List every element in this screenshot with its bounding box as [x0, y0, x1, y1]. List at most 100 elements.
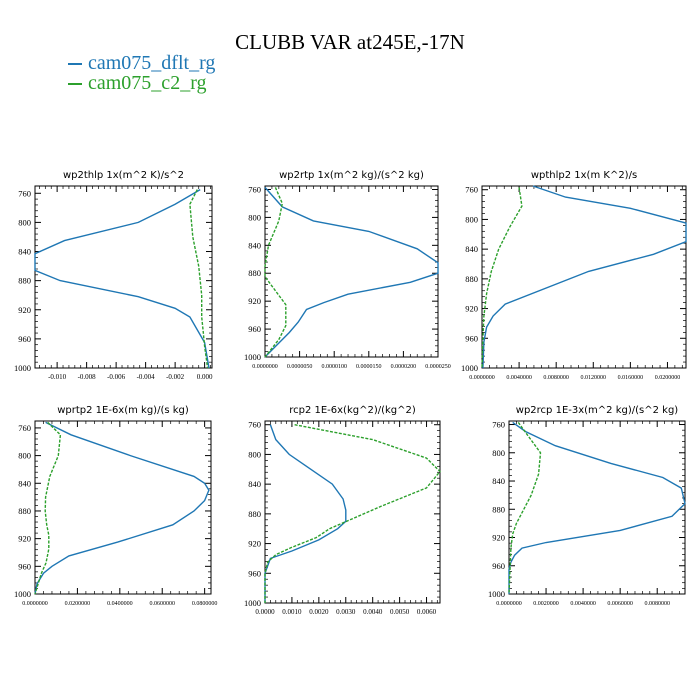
y-tick-label: 840 — [18, 478, 31, 488]
x-tick-label: 0.000 — [197, 373, 213, 381]
series-line-c2 — [508, 421, 542, 595]
y-tick-label: 1000 — [244, 352, 261, 362]
y-tick-label: 960 — [492, 561, 505, 571]
series-line-dflt — [34, 421, 210, 595]
subplot-title: wprtp2 1E-6x(m kg)/(s kg) — [57, 405, 189, 416]
subplot-4: wprtp2 1E-6x(m kg)/(s kg) 0.0000000 0.0200… — [14, 405, 217, 607]
series-line-dflt — [508, 421, 686, 594]
x-tick-label: -0.004 — [137, 373, 156, 381]
subplot-title: rcp2 1E-6x(kg^2)/(kg^2) — [289, 405, 416, 416]
subplot-title: wp2thlp 1x(m^2 K)/s^2 — [63, 170, 184, 181]
x-tick-label: 0.0000000 — [469, 375, 495, 381]
legend-swatch-c2 — [68, 83, 82, 86]
legend-swatch-dflt — [68, 63, 82, 66]
x-tick-label: 0.0400000 — [107, 601, 133, 607]
y-tick-label: 960 — [248, 568, 261, 578]
y-tick-label: 920 — [18, 534, 31, 544]
x-tick-label: -0.002 — [166, 373, 185, 381]
y-tick-label: 880 — [18, 276, 31, 286]
y-tick-label: 880 — [18, 506, 31, 516]
y-tick-label: 1000 — [488, 589, 505, 599]
y-tick-label: 760 — [18, 188, 31, 198]
x-tick-label: 0.0060 — [417, 608, 437, 616]
x-tick-label: 0.0060000 — [607, 601, 633, 607]
x-tick-label: 0.0000200 — [391, 364, 417, 370]
legend-item-dflt: cam075_dflt_rg — [68, 52, 215, 75]
y-tick-label: 800 — [248, 449, 261, 459]
y-tick-label: 880 — [465, 274, 478, 284]
y-tick-label: 760 — [248, 184, 261, 194]
subplot-1: wp2thlp 1x(m^2 K)/s^2 -0.010 -0.008 -0.006 -… — [14, 170, 213, 381]
series-line-dflt — [482, 185, 687, 369]
x-tick-label: 0.0000100 — [321, 364, 347, 370]
x-tick-label: 0.0020 — [309, 608, 329, 616]
y-tick-label: 840 — [18, 247, 31, 257]
y-tick-label: 840 — [248, 240, 261, 250]
plot-frame — [481, 185, 687, 369]
y-tick-label: 800 — [492, 448, 505, 458]
y-tick-label: 880 — [248, 268, 261, 278]
plot-frame — [508, 420, 686, 595]
y-tick-label: 760 — [465, 185, 478, 195]
x-tick-label: -0.010 — [48, 373, 67, 381]
series-line-c2 — [481, 187, 523, 369]
x-tick-label: 0.0080000 — [543, 375, 569, 381]
series-line-dflt — [34, 188, 210, 369]
series-line-c2 — [264, 187, 287, 358]
legend-label-dflt: cam075_dflt_rg — [88, 52, 216, 74]
y-tick-label: 920 — [248, 539, 261, 549]
y-tick-label: 920 — [18, 305, 31, 315]
x-tick-label: 0.0050 — [390, 608, 410, 616]
x-tick-label: 0.0120000 — [581, 375, 607, 381]
subplot-title: wpthlp2 1x(m K^2)/s — [531, 170, 637, 181]
y-tick-label: 920 — [248, 296, 261, 306]
figure-title: CLUBB VAR at245E,-17N — [235, 30, 465, 54]
plot-frame — [264, 420, 441, 604]
plot-frame — [34, 185, 213, 369]
y-tick-label: 1000 — [461, 363, 478, 373]
x-tick-label: 0.0040 — [363, 608, 383, 616]
subplot-5: rcp2 1E-6x(kg^2)/(kg^2) 0.0000 0.0010 0.002… — [244, 405, 441, 616]
x-tick-label: 0.0600000 — [149, 601, 175, 607]
x-tick-label: 0.0000250 — [425, 364, 451, 370]
x-tick-label: 0.0160000 — [618, 375, 644, 381]
x-tick-label: 0.0000 — [255, 608, 275, 616]
y-tick-label: 880 — [492, 504, 505, 514]
plot-frame — [34, 420, 212, 595]
y-tick-label: 960 — [18, 334, 31, 344]
x-tick-label: 0.0000000 — [252, 364, 278, 370]
y-tick-label: 800 — [465, 214, 478, 224]
x-tick-label: 0.0020000 — [533, 601, 559, 607]
x-tick-label: 0.0800000 — [192, 601, 218, 607]
series-line-dflt — [264, 424, 347, 603]
series-line-c2 — [34, 421, 62, 595]
x-tick-label: 0.0200000 — [655, 375, 681, 381]
y-tick-label: 840 — [248, 479, 261, 489]
y-tick-label: 920 — [465, 304, 478, 314]
subplot-6: wp2rcp 1E-3x(m^2 kg)/(s^2 kg) 0.0000000 0.… — [488, 405, 686, 607]
series-line-dflt — [264, 186, 439, 358]
x-tick-label: 0.0030 — [336, 608, 356, 616]
y-tick-label: 1000 — [244, 598, 261, 608]
y-tick-label: 840 — [465, 244, 478, 254]
x-tick-label: 0.0000150 — [356, 364, 382, 370]
y-tick-label: 960 — [18, 561, 31, 571]
subplot-title: wp2rtp 1x(m^2 kg)/(s^2 kg) — [279, 170, 424, 181]
x-tick-label: 0.0010 — [282, 608, 302, 616]
legend-label-c2: cam075_c2_rg — [88, 72, 207, 94]
x-tick-label: 0.0040000 — [506, 375, 532, 381]
y-tick-label: 920 — [492, 533, 505, 543]
x-tick-label: 0.0040000 — [570, 601, 596, 607]
x-tick-label: 0.0000050 — [287, 364, 313, 370]
y-tick-label: 800 — [248, 212, 261, 222]
subplot-title: wp2rcp 1E-3x(m^2 kg)/(s^2 kg) — [516, 405, 679, 416]
series-line-c2 — [264, 424, 441, 603]
x-tick-label: -0.008 — [78, 373, 97, 381]
y-tick-label: 800 — [18, 451, 31, 461]
y-tick-label: 840 — [492, 476, 505, 486]
y-tick-label: 800 — [18, 217, 31, 227]
legend-item-c2: cam075_c2_rg — [68, 72, 207, 95]
x-tick-label: 0.0000000 — [496, 601, 522, 607]
